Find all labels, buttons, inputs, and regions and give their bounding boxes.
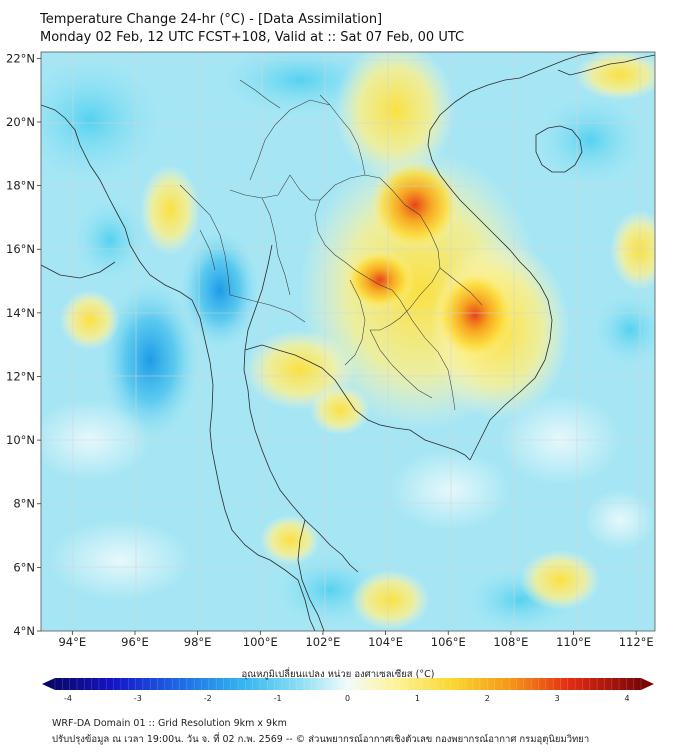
lat-label: 14°N bbox=[6, 306, 35, 320]
lon-label: 102°E bbox=[305, 635, 340, 649]
longitude-labels: 94°E 96°E 98°E 100°E 102°E 104°E 106°E 108°E 110… bbox=[58, 631, 654, 649]
colorbar-tick-label: -2 bbox=[204, 694, 212, 703]
lat-label: 22°N bbox=[6, 51, 35, 65]
lat-label: 12°N bbox=[6, 369, 35, 383]
lat-label: 16°N bbox=[6, 242, 35, 256]
lon-label: 98°E bbox=[184, 635, 212, 649]
lon-label: 100°E bbox=[243, 635, 278, 649]
graticule bbox=[41, 52, 655, 631]
lon-label: 104°E bbox=[368, 635, 403, 649]
colorbar bbox=[55, 678, 641, 690]
lat-label: 6°N bbox=[13, 560, 35, 574]
lat-label: 10°N bbox=[6, 433, 35, 447]
lon-label: 112°E bbox=[619, 635, 654, 649]
temperature-field bbox=[41, 52, 655, 631]
boundaries bbox=[179, 79, 483, 411]
colorbar-tick-label: 3 bbox=[555, 694, 560, 703]
colorbar-tick-label: -4 bbox=[64, 694, 72, 703]
colorbar-ticks: -4 -3 -2 -1 0 1 2 3 4 bbox=[54, 678, 642, 703]
lat-label: 8°N bbox=[13, 497, 35, 511]
footer-model-info: WRF-DA Domain 01 :: Grid Resolution 9km … bbox=[52, 718, 287, 729]
footer-update-info: ปรับปรุงข้อมูล ณ เวลา 19:00น. วัน จ. ที่… bbox=[52, 734, 590, 745]
lat-label: 20°N bbox=[6, 115, 35, 129]
colorbar-tick-label: 1 bbox=[415, 694, 420, 703]
map-subtitle: Monday 02 Feb, 12 UTC FCST+108, Valid at… bbox=[40, 30, 465, 45]
colorbar-min-extend bbox=[42, 678, 55, 690]
coastlines bbox=[41, 52, 655, 631]
latitude-labels: 22°N 20°N 18°N 16°N 14°N 12°N 10°N 8°N 6°N 4°N bbox=[6, 51, 41, 638]
colorbar-tick-label: -3 bbox=[134, 694, 142, 703]
colorbar-tick-label: 0 bbox=[345, 694, 350, 703]
lat-label: 18°N bbox=[6, 179, 35, 193]
lon-label: 106°E bbox=[431, 635, 466, 649]
colorbar-tick-label: 4 bbox=[624, 694, 629, 703]
lat-label: 4°N bbox=[13, 624, 35, 638]
colorbar-tick-label: 2 bbox=[485, 694, 490, 703]
colorbar-max-extend bbox=[641, 678, 654, 690]
colorbar-title: อุณหภูมิเปลี่ยนแปลง หน่วย องศาเซลเซียส (… bbox=[241, 669, 435, 680]
lon-label: 94°E bbox=[58, 635, 86, 649]
lon-label: 96°E bbox=[121, 635, 149, 649]
lon-label: 110°E bbox=[556, 635, 591, 649]
colorbar-tick-label: -1 bbox=[274, 694, 282, 703]
map-frame bbox=[40, 51, 656, 632]
lon-label: 108°E bbox=[493, 635, 528, 649]
map-title: Temperature Change 24-hr (°C) - [Data As… bbox=[40, 12, 383, 27]
